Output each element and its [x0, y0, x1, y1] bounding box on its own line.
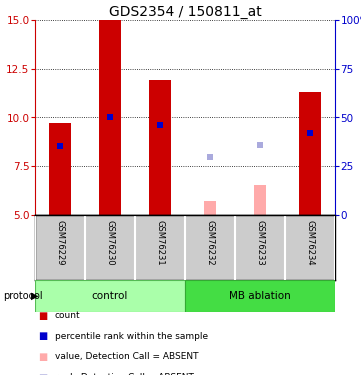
- Text: percentile rank within the sample: percentile rank within the sample: [55, 332, 208, 341]
- Text: ■: ■: [39, 311, 48, 321]
- Text: MB ablation: MB ablation: [229, 291, 291, 301]
- Text: control: control: [92, 291, 128, 301]
- Bar: [149, 81, 171, 215]
- Bar: [204, 201, 216, 215]
- Text: ▶: ▶: [31, 291, 38, 301]
- Text: ■: ■: [39, 352, 48, 362]
- Bar: [185, 280, 335, 312]
- Bar: [35, 280, 185, 312]
- Text: ■: ■: [39, 332, 48, 341]
- Text: count: count: [55, 311, 81, 320]
- Text: value, Detection Call = ABSENT: value, Detection Call = ABSENT: [55, 352, 198, 362]
- Text: protocol: protocol: [4, 291, 43, 301]
- Text: GSM76231: GSM76231: [156, 220, 165, 266]
- Text: GSM76230: GSM76230: [105, 220, 114, 266]
- Text: GSM76234: GSM76234: [305, 220, 314, 266]
- Bar: [99, 20, 121, 215]
- Text: GSM76232: GSM76232: [205, 220, 214, 266]
- Text: GSM76233: GSM76233: [256, 220, 265, 266]
- Title: GDS2354 / 150811_at: GDS2354 / 150811_at: [109, 5, 261, 19]
- Text: GSM76229: GSM76229: [56, 220, 65, 266]
- Bar: [254, 185, 266, 215]
- Text: rank, Detection Call = ABSENT: rank, Detection Call = ABSENT: [55, 373, 194, 375]
- Bar: [49, 123, 71, 215]
- Bar: [299, 92, 321, 215]
- Text: ■: ■: [39, 373, 48, 375]
